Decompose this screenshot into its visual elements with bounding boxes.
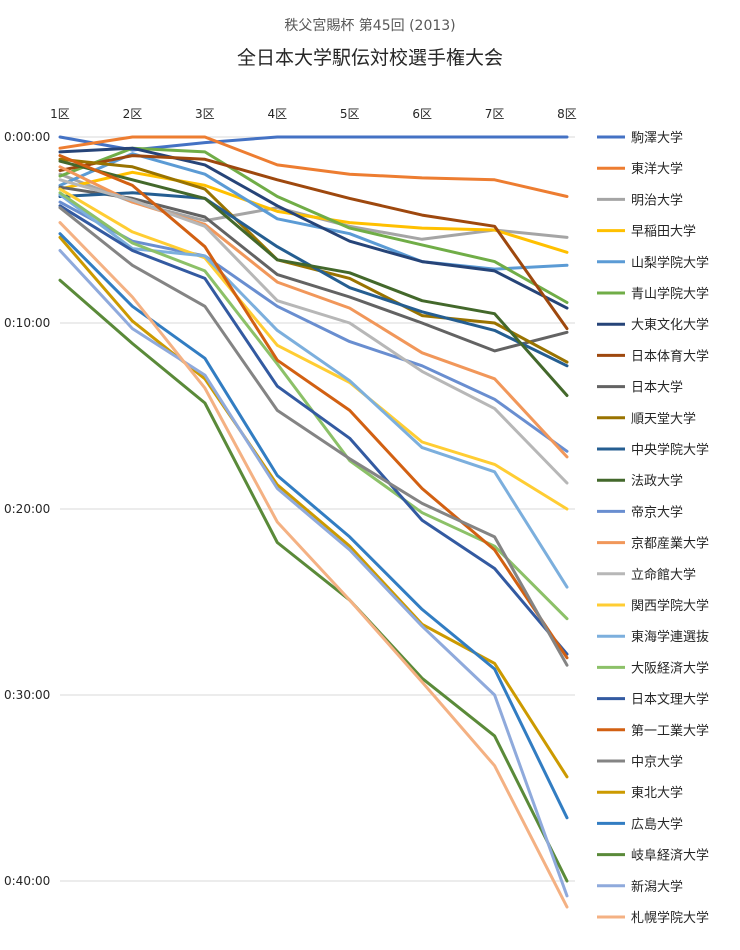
y-tick-label: 0:40:00 [4,874,50,888]
series-line-25 [58,249,569,898]
legend-label: 岐阜経済大学 [631,848,709,864]
x-tick-label: 4区 [267,107,287,121]
legend-label: 新潟大学 [631,879,683,895]
series-line-19 [58,204,569,656]
legend-label: 大阪経済大学 [631,660,709,676]
x-tick-label: 7区 [485,107,505,121]
legend-label: 札幌学院大学 [631,910,709,926]
legend-label: 広島大学 [631,816,683,832]
y-tick-label: 0:10:00 [4,316,50,330]
series-line-13 [58,200,569,453]
chart-subtitle: 秩父宮賜杯 第45回 (2013) [284,17,455,34]
legend-label: 駒澤大学 [631,130,683,146]
series-line-17 [58,193,569,589]
y-tick-label: 0:00:00 [4,130,50,144]
series-line-20 [58,154,569,660]
series-line-2 [58,135,569,198]
y-tick-label: 0:20:00 [4,502,50,516]
y-tick-label: 0:30:00 [4,688,50,702]
legend-label: 早稲田大学 [631,224,696,240]
legend-label: 明治大学 [631,192,683,208]
x-tick-label: 2区 [123,107,143,121]
series-line-15 [58,178,569,485]
x-tick-label: 5区 [340,107,360,121]
legend-label: 中京大学 [631,754,683,770]
series-line-22 [58,235,569,779]
series-line-12 [58,159,569,397]
x-tick-label: 8区 [557,107,577,121]
series-lines [58,135,569,909]
legend-label: 帝京大学 [631,504,683,520]
legend-label: 立命館大学 [631,567,696,583]
legend-label: 第一工業大学 [631,723,709,739]
legend: 駒澤大学東洋大学明治大学早稲田大学山梨学院大学青山学院大学大東文化大学日本体育大… [597,130,709,926]
legend-label: 東北大学 [631,785,683,801]
series-line-9 [58,185,569,353]
legend-label: 順天堂大学 [631,411,696,427]
x-axis-ticks: 1区 2区 3区 4区 5区 6区 7区 8区 [50,107,577,121]
legend-label: 日本大学 [631,380,683,396]
x-tick-label: 6区 [412,107,432,121]
legend-label: 大東文化大学 [631,317,709,333]
series-line-8 [58,154,569,331]
legend-label: 法政大学 [631,473,683,489]
series-line-10 [58,157,569,364]
legend-label: 山梨学院大学 [631,255,709,271]
legend-label: 東海学連選抜 [631,629,709,645]
x-tick-label: 1区 [50,107,70,121]
x-tick-label: 3区 [195,107,215,121]
series-line-11 [58,191,569,368]
legend-label: 青山学院大学 [631,286,709,302]
series-line-4 [58,170,569,254]
series-line-24 [58,278,569,883]
series-line-6 [58,146,569,304]
series-line-26 [58,221,569,909]
legend-label: 日本体育大学 [631,348,709,364]
series-line-7 [58,146,569,310]
legend-label: 関西学院大学 [631,598,709,614]
legend-label: 日本文理大学 [631,692,709,708]
chart-title: 全日本大学駅伝対校選手権大会 [237,47,503,69]
series-line-16 [58,187,569,511]
legend-label: 中央学院大学 [631,442,709,458]
legend-label: 東洋大学 [631,161,683,177]
legend-label: 京都産業大学 [631,536,709,552]
series-line-21 [58,206,569,667]
series-line-23 [58,232,569,820]
y-axis-ticks: 0:00:00 0:10:00 0:20:00 0:30:00 0:40:00 [4,130,50,888]
